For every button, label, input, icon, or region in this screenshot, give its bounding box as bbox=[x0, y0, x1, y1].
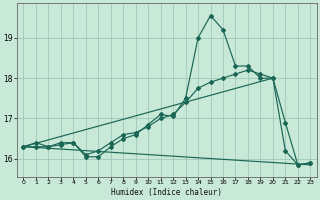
X-axis label: Humidex (Indice chaleur): Humidex (Indice chaleur) bbox=[111, 188, 222, 197]
